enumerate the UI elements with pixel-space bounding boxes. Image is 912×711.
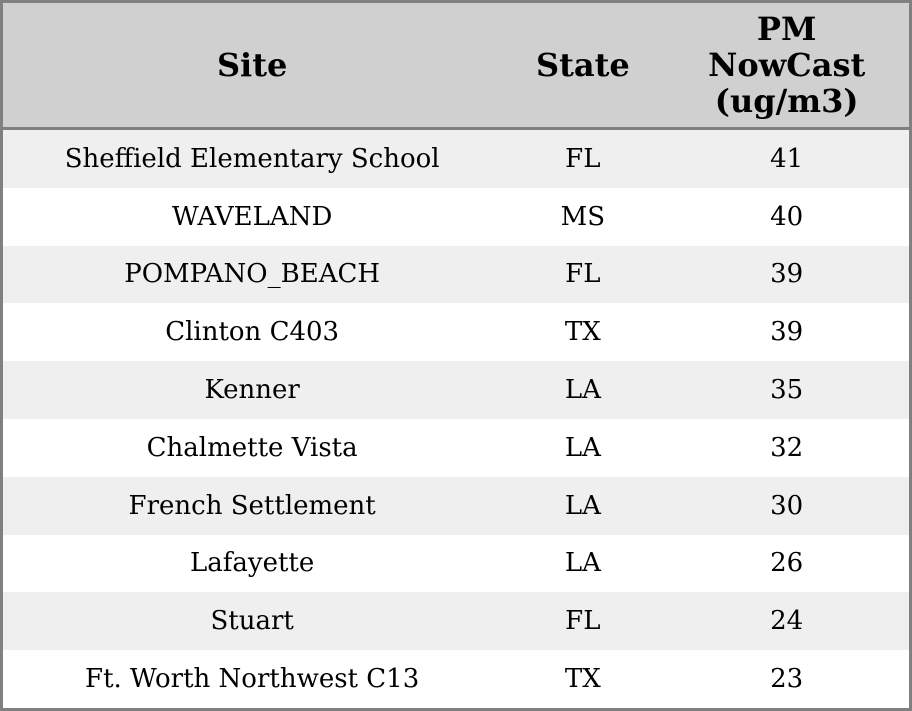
cell-pm-nowcast: 41: [770, 143, 804, 174]
cell-pm-nowcast: 24: [770, 606, 804, 637]
table-header-row: Site State PM NowCast (ug/m3): [3, 3, 909, 130]
table-row: Stuart FL 24: [3, 592, 909, 651]
table-row: French Settlement LA 30: [3, 476, 909, 535]
cell-state: LA: [564, 548, 601, 579]
cell-state: LA: [564, 375, 601, 406]
table-row: Chalmette Vista LA 32: [3, 418, 909, 477]
cell-site: WAVELAND: [171, 201, 333, 232]
column-header-site: Site: [216, 46, 288, 84]
table-row: Kenner LA 35: [3, 361, 909, 419]
cell-state: FL: [565, 606, 601, 637]
column-header-state: State: [535, 46, 630, 84]
cell-pm-nowcast: 23: [770, 664, 804, 695]
cell-pm-nowcast: 40: [770, 201, 804, 232]
table-row: Clinton C403 TX 39: [3, 303, 909, 362]
cell-site: Ft. Worth Northwest C13: [85, 664, 420, 695]
cell-site: Stuart: [210, 606, 294, 637]
cell-site: Kenner: [204, 375, 300, 406]
cell-site: POMPANO_BEACH: [124, 259, 381, 290]
cell-pm-nowcast: 32: [770, 432, 804, 463]
cell-pm-nowcast: 30: [770, 490, 804, 521]
cell-pm-nowcast: 39: [770, 317, 804, 348]
cell-state: TX: [564, 664, 601, 695]
cell-state: LA: [564, 432, 601, 463]
cell-state: FL: [565, 143, 601, 174]
cell-pm-nowcast: 35: [770, 375, 804, 406]
cell-state: TX: [564, 317, 601, 348]
cell-pm-nowcast: 39: [770, 259, 804, 290]
table-body: Sheffield Elementary School FL 41 WAVELAND M…: [3, 130, 909, 708]
cell-state: MS: [560, 201, 606, 232]
column-header-pm-nowcast-label: PM NowCast (ug/m3): [708, 10, 866, 120]
table-row: POMPANO_BEACH FL 39: [3, 245, 909, 304]
cell-site: Clinton C403: [165, 317, 340, 348]
cell-site: Lafayette: [190, 548, 315, 579]
cell-site: Sheffield Elementary School: [64, 143, 440, 174]
column-header-pm-nowcast: PM NowCast (ug/m3): [664, 11, 909, 119]
table-row: Sheffield Elementary School FL 41: [3, 130, 909, 188]
cell-site: French Settlement: [128, 490, 376, 521]
table-row: Lafayette LA 26: [3, 534, 909, 593]
table-row: Ft. Worth Northwest C13 TX 23: [3, 650, 909, 708]
cell-site: Chalmette Vista: [146, 432, 358, 463]
cell-state: LA: [564, 490, 601, 521]
table-row: WAVELAND MS 40: [3, 187, 909, 246]
cell-pm-nowcast: 26: [770, 548, 804, 579]
cell-state: FL: [565, 259, 601, 290]
